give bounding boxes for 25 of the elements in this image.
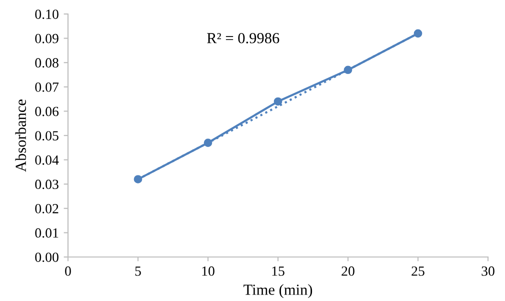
y-tick-label: 0.09 [35, 34, 58, 44]
point [274, 97, 282, 106]
x-tick-label: 30 [482, 266, 494, 276]
y-tick-label: 0.05 [35, 131, 58, 141]
y-tick-label: 0.00 [35, 252, 58, 262]
x-tick-label: 5 [135, 266, 141, 276]
y-axis-title: Absorbance [15, 100, 26, 172]
x-tick-label: 25 [412, 266, 424, 276]
y-tick-label: 0.04 [35, 155, 59, 165]
y-tick-label: 0.10 [35, 10, 58, 20]
point [204, 138, 212, 147]
x-tick-label: 0 [65, 266, 71, 276]
y-tick-label: 0.01 [35, 228, 58, 238]
annotation: R² = 0.9986 [207, 33, 280, 44]
y-tick-label: 0.07 [35, 82, 59, 92]
y-tick-label: 0.02 [35, 204, 58, 214]
y-tick-label: 0.03 [35, 180, 58, 190]
point [414, 29, 422, 38]
x-axis-title: Time (min) [244, 284, 312, 298]
x-tick-label: 15 [272, 266, 284, 276]
point [134, 175, 142, 184]
y-tick-label: 0.06 [35, 106, 59, 116]
x-tick-label: 10 [202, 266, 214, 276]
x-tick-label: 20 [342, 266, 354, 276]
y-tick-label: 0.08 [35, 58, 58, 68]
